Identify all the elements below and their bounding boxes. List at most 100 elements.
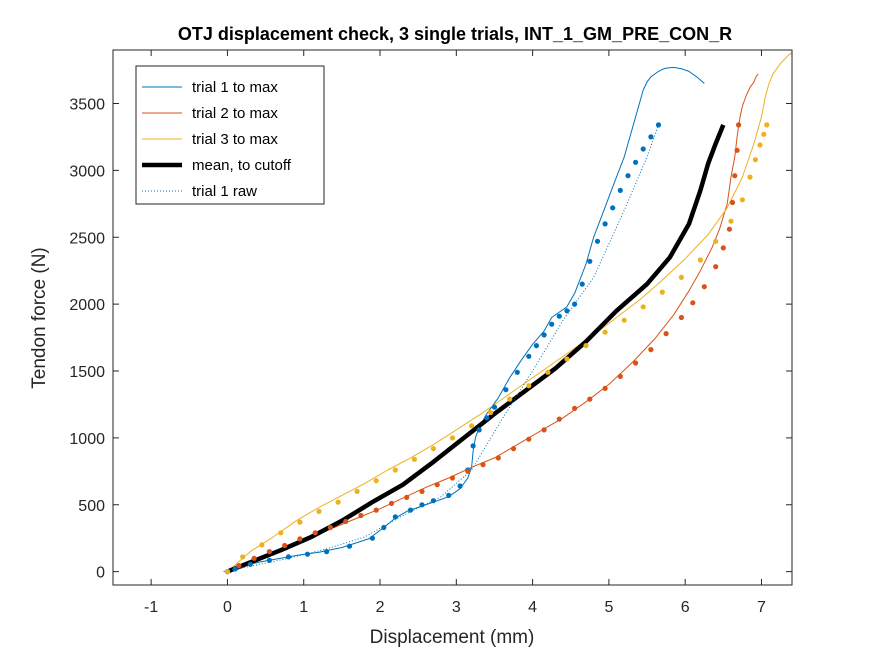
data-point-trial1 (533, 343, 540, 349)
data-point-trial3 (469, 423, 475, 429)
data-point-trial2 (449, 475, 456, 481)
x-tick-label: 4 (528, 599, 537, 616)
data-point-trial2 (541, 427, 547, 433)
data-point-trial2 (434, 482, 440, 488)
data-point-trial2 (587, 396, 593, 402)
data-point-trial3 (354, 488, 360, 494)
data-point-trial2 (713, 264, 719, 270)
data-point-trial1 (594, 238, 601, 244)
data-point-trial2 (690, 300, 696, 306)
data-layer (223, 52, 792, 575)
data-point-trial1 (633, 159, 639, 165)
data-point-trial1 (491, 404, 498, 410)
data-point-trial1 (617, 187, 623, 193)
data-point-trial3 (240, 554, 246, 560)
data-point-trial1 (247, 561, 253, 567)
legend: trial 1 to max trial 2 to max trial 3 to m… (135, 65, 325, 205)
y-tick-label: 500 (78, 498, 105, 515)
axes: -1 0 1 2 3 4 5 6 7 0 500 1000 1500 2000 2500 3000 3500 (69, 49, 793, 616)
data-point-trial3 (697, 257, 704, 263)
data-point-trial3 (297, 519, 303, 525)
x-tick-label: 1 (299, 599, 308, 616)
data-point-trial3 (224, 569, 230, 575)
y-tick-label: 1000 (69, 431, 105, 448)
data-point-trial3 (545, 369, 551, 375)
data-point-trial3 (761, 131, 767, 137)
legend-entry: trial 3 to max (192, 131, 278, 148)
data-point-trial2 (572, 405, 578, 411)
data-point-trial1 (419, 502, 425, 508)
data-point-trial3 (373, 478, 379, 484)
x-tick-label: -1 (144, 599, 158, 616)
data-point-trial1 (476, 427, 482, 433)
data-point-trial2 (236, 563, 242, 569)
data-point-trial2 (495, 455, 501, 461)
data-point-trial1 (266, 557, 272, 563)
data-point-trial2 (734, 147, 740, 153)
data-point-trial3 (278, 530, 284, 536)
data-point-trial1 (526, 353, 532, 359)
chart-title: OTJ displacement check, 3 single trials,… (178, 24, 732, 44)
data-point-trial2 (701, 284, 707, 290)
x-tick-label: 0 (223, 599, 232, 616)
data-point-trial2 (729, 199, 736, 206)
data-point-trial1 (369, 535, 375, 541)
data-point-trial3 (739, 197, 746, 203)
data-point-trial1 (564, 308, 570, 314)
data-point-trial2 (510, 446, 517, 452)
data-point-trial2 (556, 416, 562, 422)
x-tick-label: 2 (376, 599, 385, 616)
series-line-mean-thick-line (226, 124, 726, 574)
data-point-trial1 (610, 205, 616, 211)
legend-entry: mean, to cutoff (192, 157, 292, 174)
y-tick-label: 2000 (69, 297, 105, 314)
data-point-trial2 (617, 373, 623, 379)
x-tick-label: 7 (757, 599, 766, 616)
y-tick-label: 3000 (69, 163, 105, 180)
data-point-trial2 (648, 347, 654, 353)
data-point-trial2 (663, 331, 669, 337)
x-axis-label: Displacement (mm) (370, 627, 535, 648)
data-point-trial2 (419, 488, 425, 494)
y-tick-label: 3500 (69, 97, 105, 114)
data-point-trial2 (736, 122, 742, 128)
data-point-trial1 (625, 173, 631, 179)
data-point-trial1 (556, 313, 562, 319)
legend-entry: trial 1 raw (192, 183, 257, 200)
data-point-trial2 (358, 512, 364, 519)
data-point-trial1 (655, 122, 662, 128)
data-point-trial1 (587, 258, 593, 264)
data-point-trial3 (335, 499, 341, 505)
series-line-trial3-thin-line (227, 52, 792, 572)
data-point-trial2 (343, 518, 349, 525)
data-point-trial1 (549, 321, 555, 327)
data-point-trial3 (430, 446, 436, 452)
legend-entry: trial 1 to max (192, 79, 278, 96)
data-point-trial1 (430, 498, 436, 504)
data-point-trial3 (659, 289, 665, 295)
data-point-trial1 (572, 301, 578, 307)
data-point-trial1 (446, 492, 452, 498)
data-point-trial3 (488, 409, 494, 416)
data-point-trial3 (621, 317, 627, 323)
data-point-trial1 (648, 134, 654, 140)
data-point-trial3 (392, 467, 398, 473)
data-point-trial1 (640, 146, 646, 152)
data-point-trial2 (480, 462, 486, 468)
data-point-trial2 (404, 494, 410, 500)
data-point-trial3 (526, 383, 532, 389)
data-point-trial3 (728, 218, 734, 224)
data-point-trial1 (304, 551, 311, 557)
y-tick-label: 0 (96, 565, 105, 582)
data-point-trial1 (285, 554, 292, 560)
data-point-trial2 (251, 555, 257, 561)
data-point-trial1 (503, 387, 509, 393)
data-point-trial2 (312, 530, 318, 536)
data-point-trial1 (324, 549, 330, 555)
data-point-trial2 (726, 226, 733, 232)
data-point-trial2 (266, 549, 272, 555)
data-point-trial3 (678, 274, 685, 280)
data-point-trial3 (507, 396, 513, 402)
data-point-trial3 (449, 435, 456, 441)
